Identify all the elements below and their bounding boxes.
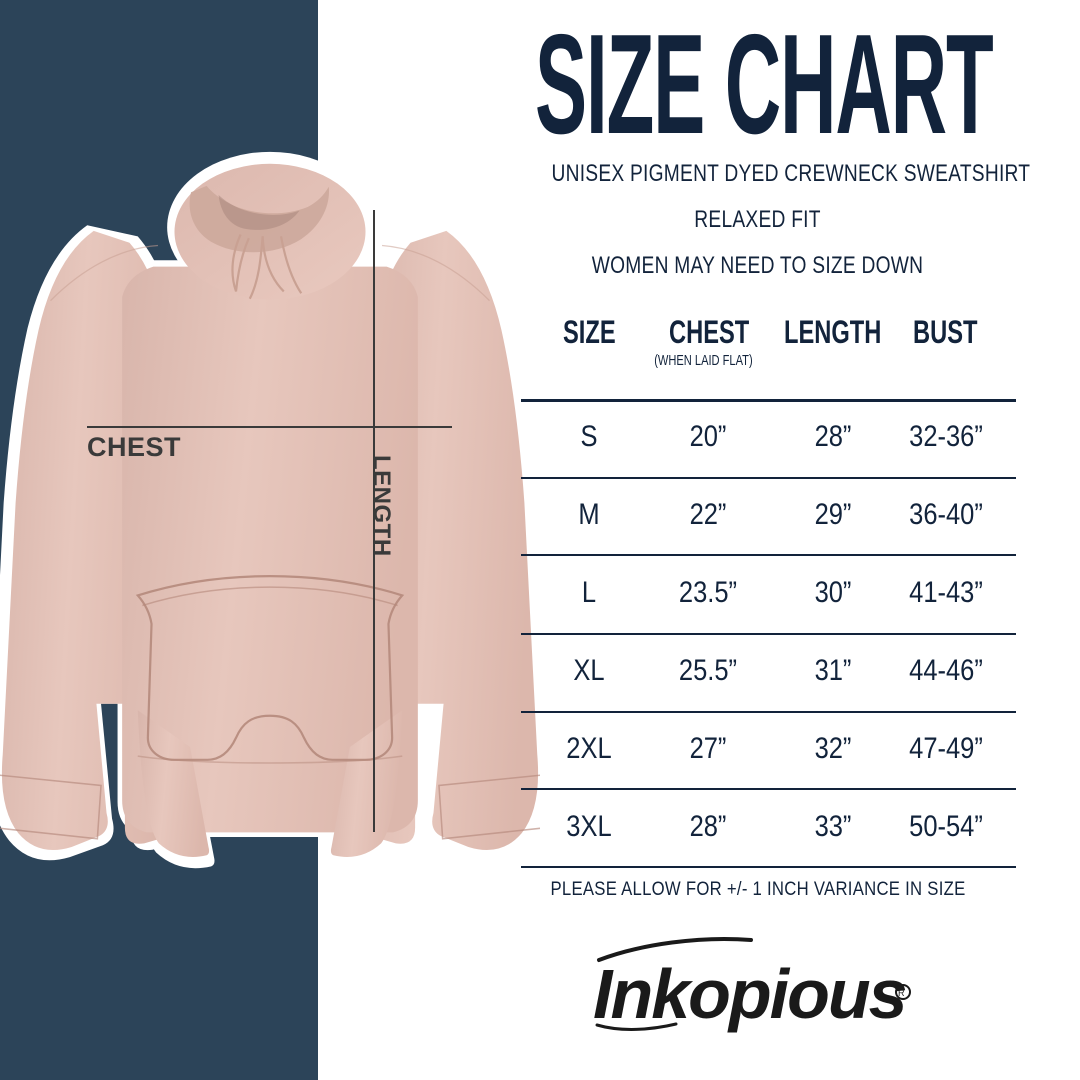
svg-text:R: R <box>898 988 905 998</box>
svg-text:Inkopious: Inkopious <box>593 955 906 1033</box>
